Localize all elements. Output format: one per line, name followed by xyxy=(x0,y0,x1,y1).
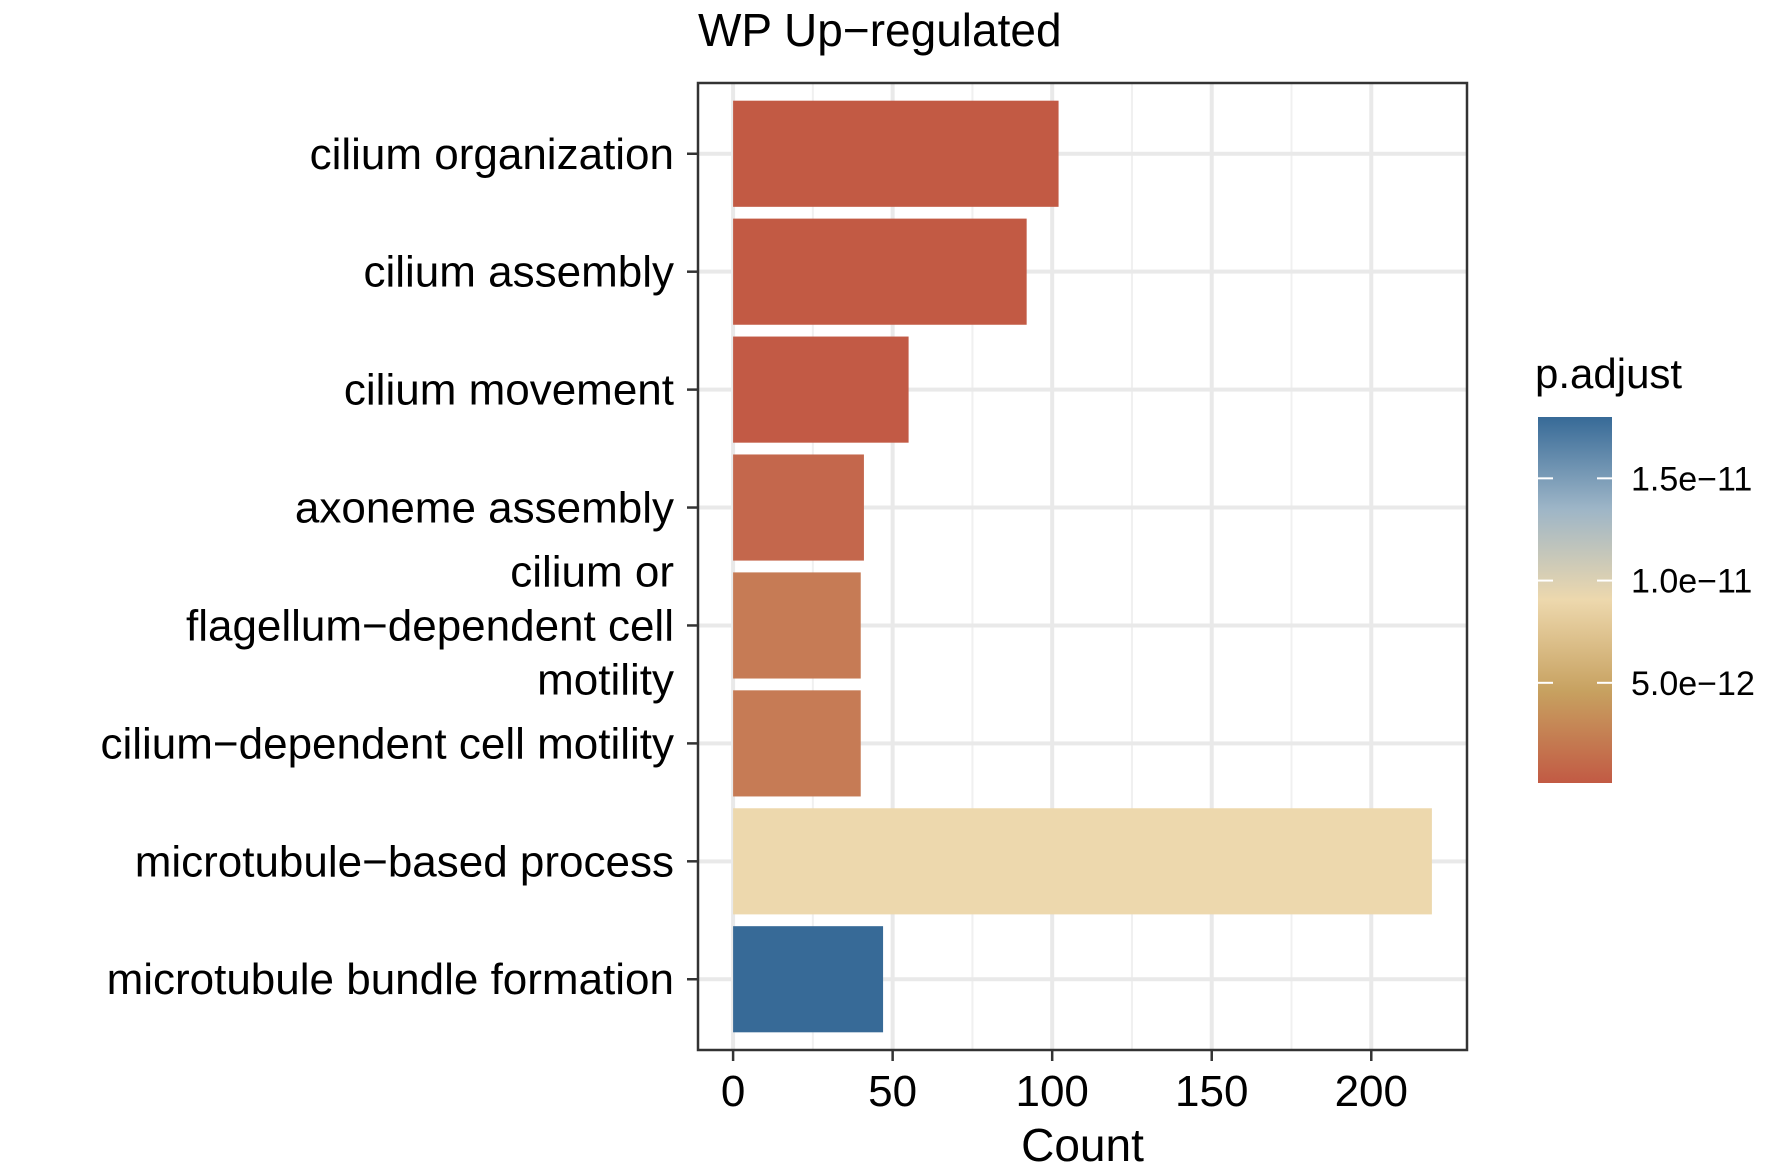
legend-tick-label: 1.5e−11 xyxy=(1631,460,1752,498)
x-tick-label: 0 xyxy=(721,1067,745,1116)
bar xyxy=(733,100,1059,207)
y-tick-label: microtubule−based process xyxy=(135,837,674,886)
color-legend: p.adjust 1.5e−11 1.0e−11 5.0e−12 xyxy=(1535,350,1755,783)
x-axis-title: Count xyxy=(1021,1119,1144,1162)
bar xyxy=(733,454,864,561)
x-tick-label: 50 xyxy=(868,1067,917,1116)
plot-area: cilium organization cilium assembly cilium… xyxy=(100,81,1469,1167)
y-tick-label: microtubule bundle formation xyxy=(107,955,674,1004)
legend-colorbar xyxy=(1538,417,1612,783)
x-tick-label: 150 xyxy=(1175,1067,1248,1116)
y-tick-label: flagellum−dependent cell xyxy=(186,601,674,650)
y-tick-label: cilium or xyxy=(510,547,674,596)
y-tick-label: cilium−dependent cell motility xyxy=(100,719,674,768)
legend-tick-label: 1.0e−11 xyxy=(1631,563,1752,601)
bar xyxy=(733,808,1432,915)
bar xyxy=(733,572,861,679)
y-tick-label: cilium organization xyxy=(310,130,674,179)
legend-tick-label: 5.0e−12 xyxy=(1631,665,1755,703)
y-tick-label: cilium movement xyxy=(344,366,674,415)
bar xyxy=(733,336,909,443)
legend-title: p.adjust xyxy=(1535,350,1682,397)
x-tick-label: 200 xyxy=(1335,1067,1408,1116)
chart-title: WP Up−regulated xyxy=(698,4,1062,56)
y-tick-label: motility xyxy=(537,655,674,704)
x-tick-label: 100 xyxy=(1015,1067,1088,1116)
bar xyxy=(733,218,1027,325)
panel-border xyxy=(696,81,1469,1052)
bar xyxy=(733,690,861,797)
y-tick-label: cilium assembly xyxy=(363,248,674,297)
y-tick-label: axoneme assembly xyxy=(295,484,674,533)
bar xyxy=(733,926,884,1033)
